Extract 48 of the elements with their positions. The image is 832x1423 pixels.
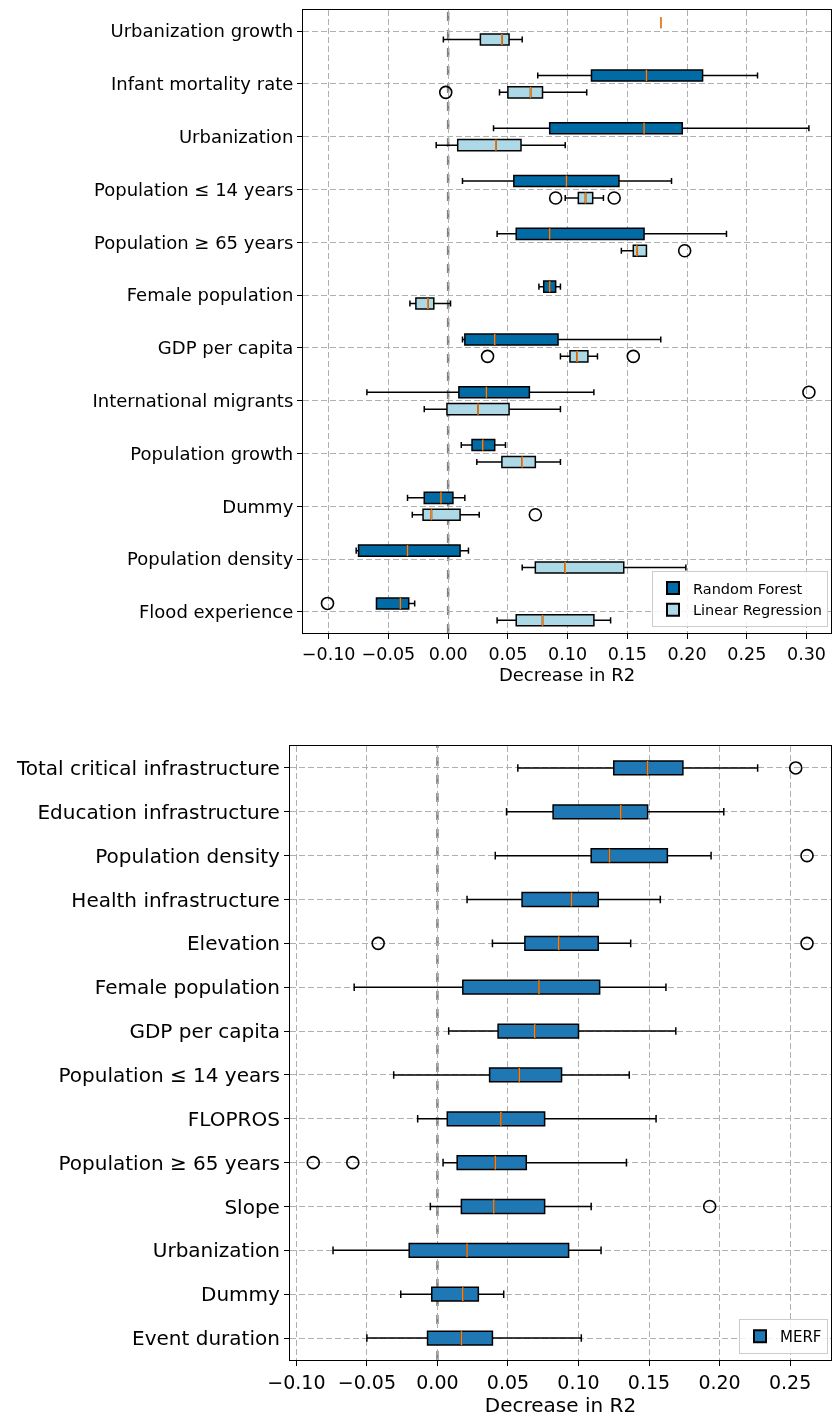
x-tick-label: −0.05: [337, 1370, 396, 1393]
x-tick-label: −0.05: [361, 644, 416, 665]
legend-label: Random Forest: [693, 580, 803, 597]
x-tick-label: 0.10: [557, 1370, 600, 1393]
x-tick-label: −0.10: [267, 1370, 326, 1393]
legend-label: Linear Regression: [693, 602, 822, 619]
x-tick-label: 0.05: [488, 644, 528, 665]
x-tick-label: 0.00: [428, 644, 468, 665]
y-tick-label: Elevation: [186, 931, 280, 956]
y-tick-label: Female population: [94, 975, 280, 1000]
y-tick-label: Event duration: [132, 1326, 280, 1351]
x-tick-label: 0.20: [698, 1370, 741, 1393]
y-tick-label: Urbanization: [152, 1238, 280, 1263]
y-tick-label: Education infrastructure: [37, 799, 280, 824]
y-tick-label: Population growth: [130, 442, 294, 464]
y-tick-label: Population ≥ 65 years: [58, 1150, 280, 1175]
x-tick-label: 0.15: [607, 644, 647, 665]
y-tick-label: Total critical infrastructure: [15, 755, 280, 780]
y-tick-label: International migrants: [92, 389, 294, 411]
y-tick-label: Urbanization growth: [110, 20, 294, 42]
y-tick-label: Infant mortality rate: [110, 73, 294, 95]
y-tick-label: Urbanization: [178, 126, 294, 148]
x-tick-label: 0.15: [627, 1370, 671, 1393]
legend-label: MERF: [780, 1328, 822, 1347]
x-tick-label: 0.10: [548, 644, 588, 665]
y-tick-label: Population density: [127, 548, 294, 570]
x-axis-title: Decrease in R2: [484, 1392, 637, 1417]
y-tick-label: GDP per capita: [157, 337, 294, 359]
y-tick-label: Slope: [224, 1194, 280, 1219]
x-tick-label: −0.10: [301, 644, 356, 665]
x-tick-label: 0.25: [768, 1370, 812, 1393]
y-tick-label: Population ≥ 65 years: [94, 231, 294, 253]
y-tick-label: Female population: [126, 284, 294, 306]
y-tick-label: FLOPROS: [187, 1106, 280, 1131]
y-tick-label: GDP per capita: [129, 1019, 280, 1044]
x-axis-title: Decrease in R2: [498, 664, 636, 686]
y-tick-label: Dummy: [201, 1282, 281, 1307]
x-tick-label: 0.20: [667, 644, 707, 665]
y-tick-label: Health infrastructure: [71, 887, 280, 912]
x-tick-label: 0.00: [416, 1370, 459, 1393]
y-tick-label: Dummy: [222, 495, 294, 517]
x-tick-label: 0.30: [787, 644, 826, 665]
y-tick-label: Flood experience: [139, 601, 294, 623]
y-tick-label: Population ≤ 14 years: [94, 178, 294, 200]
x-tick-label: 0.05: [486, 1370, 530, 1393]
x-tick-label: 0.25: [727, 644, 767, 665]
y-tick-label: Population density: [95, 843, 281, 868]
y-tick-label: Population ≤ 14 years: [58, 1062, 280, 1087]
